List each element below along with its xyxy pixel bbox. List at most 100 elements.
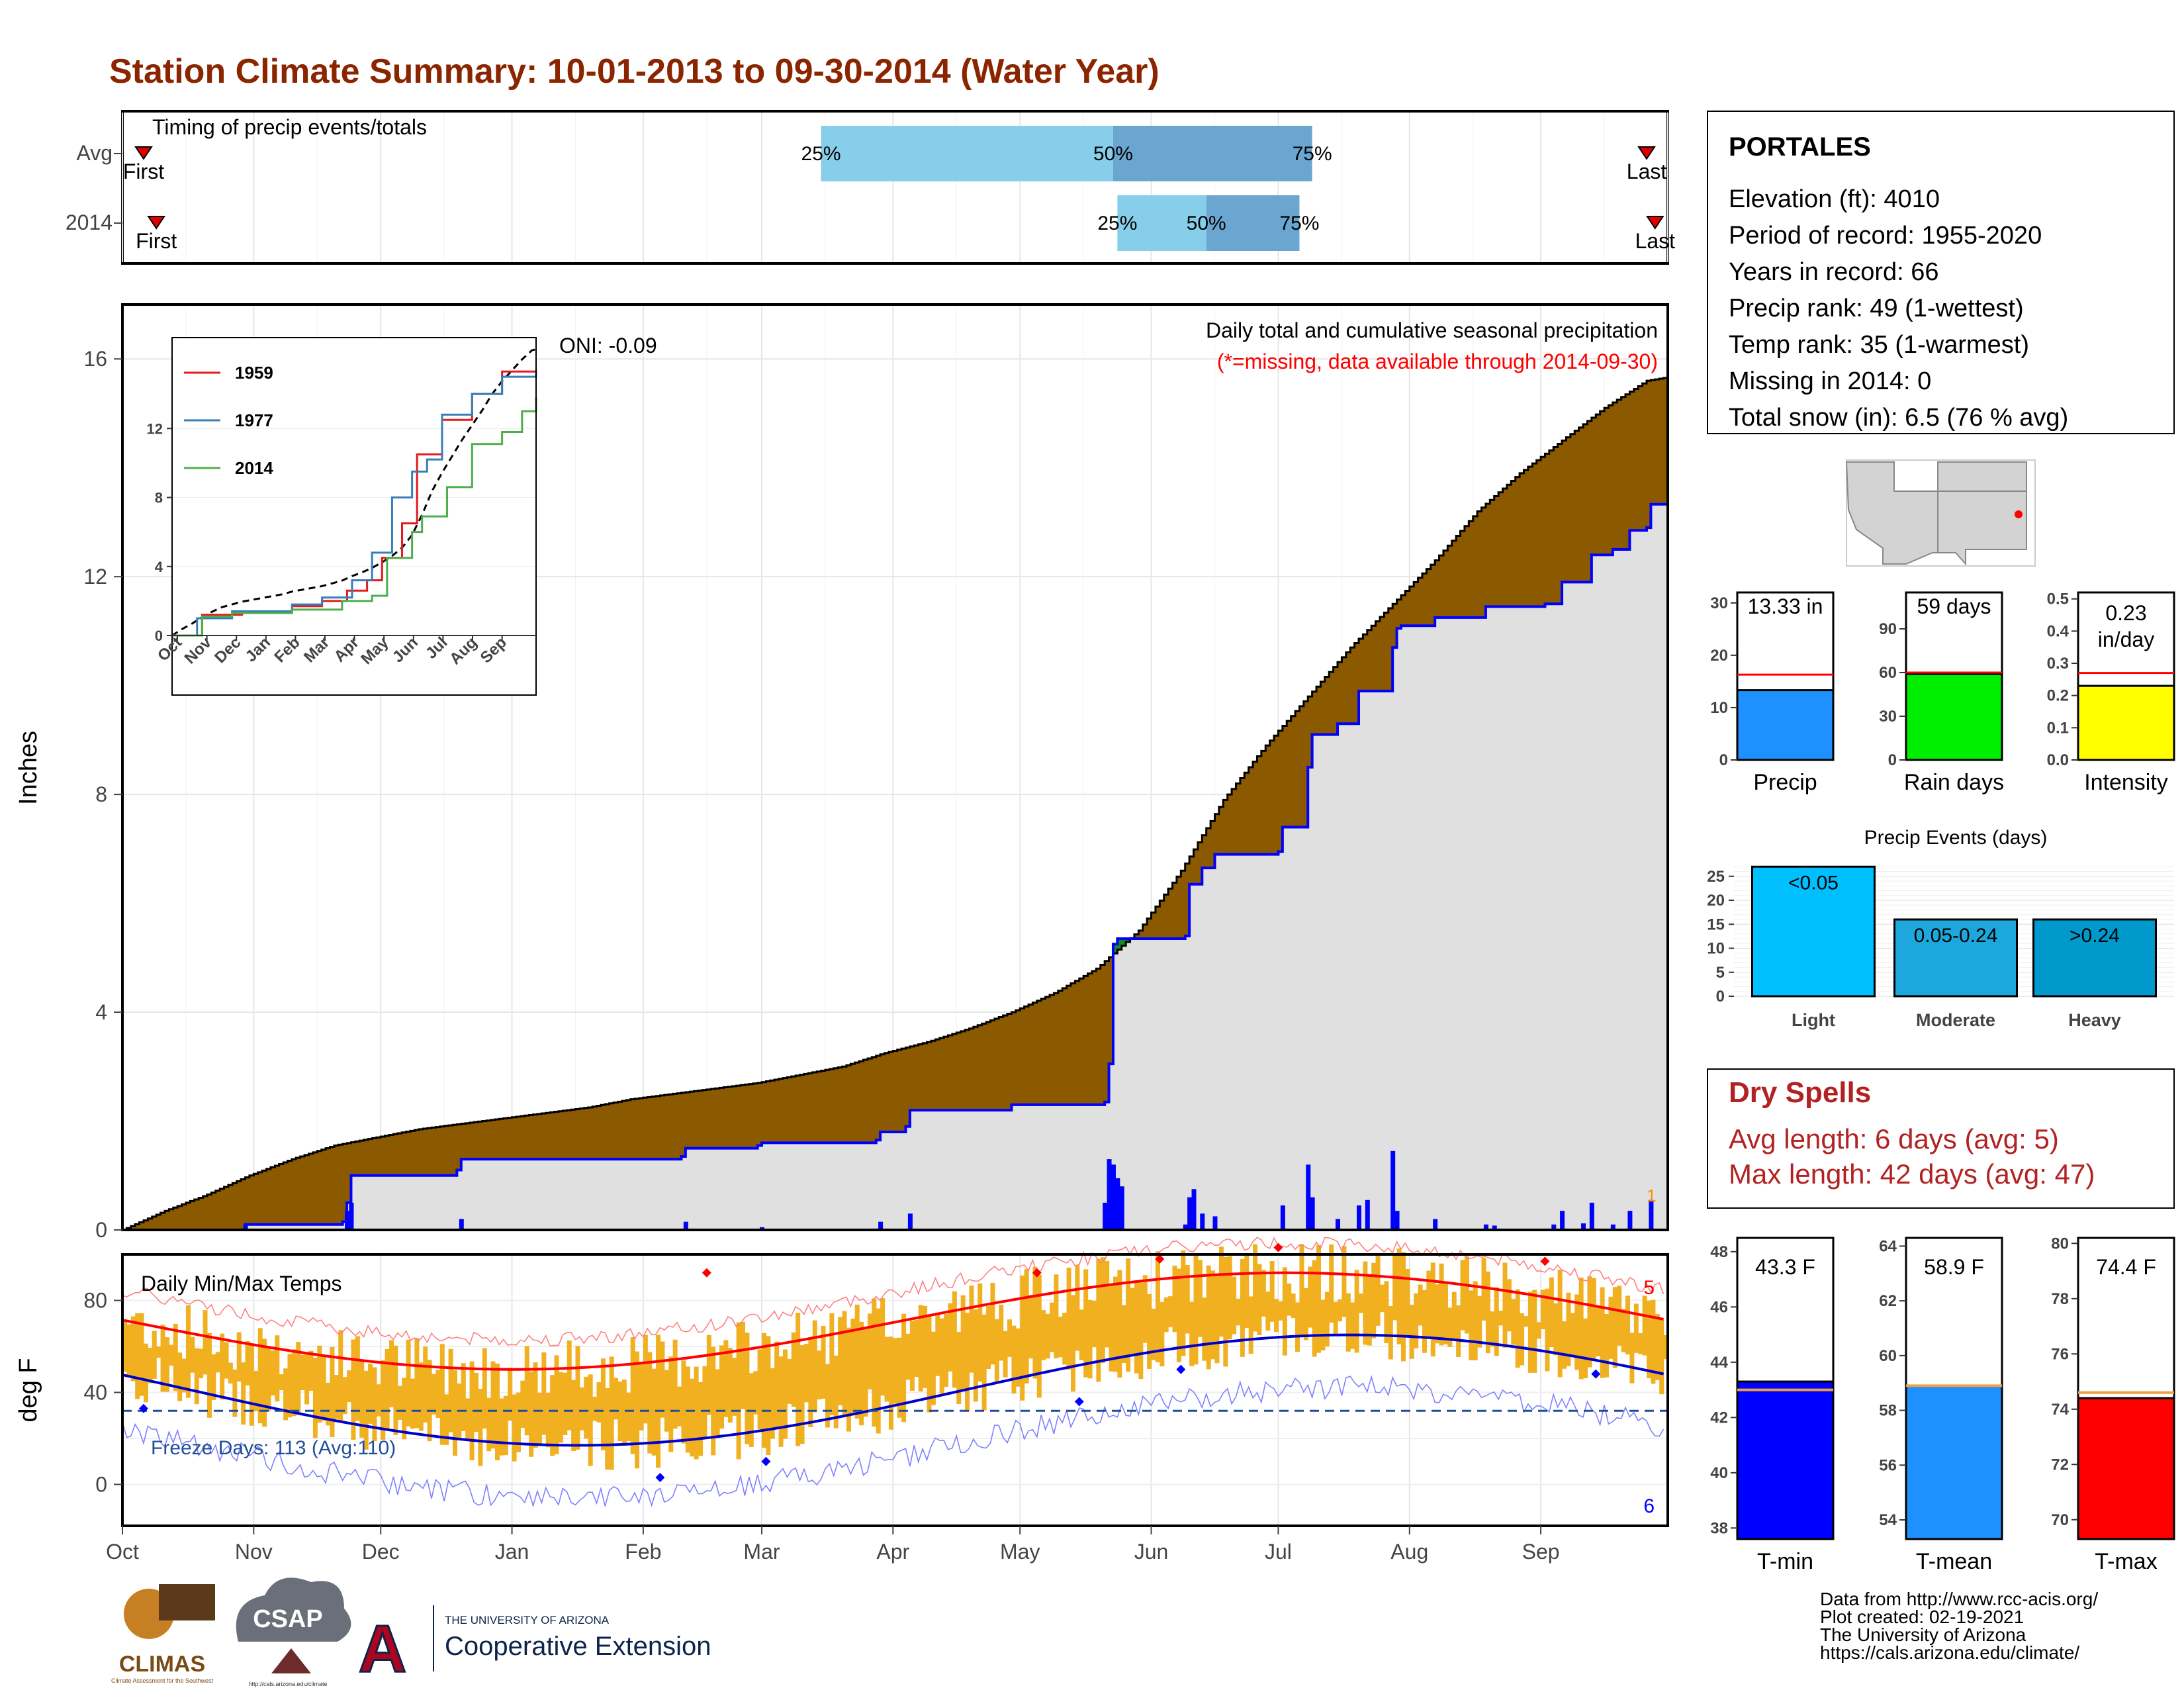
daily-temp-bar — [1324, 1291, 1330, 1347]
temp-bar-label: T-mean — [1916, 1549, 1992, 1574]
daily-temp-bar — [859, 1321, 864, 1426]
daily-temp-bar — [1447, 1307, 1453, 1347]
daily-temp-bar — [719, 1345, 725, 1429]
mini-bar — [1905, 673, 2003, 761]
timing-rows: Avg 25% 50% 75% First Last 2014 25% 50% 75% First L… — [66, 126, 1675, 253]
daily-temp-bar — [1189, 1301, 1195, 1366]
mini-bar-y-tick-label: 60 — [1879, 664, 1897, 682]
daily-temp-bar — [1342, 1246, 1347, 1317]
daily-temp-bar — [126, 1324, 132, 1376]
daily-temp-bar — [359, 1361, 365, 1438]
temp-bar-label: T-min — [1757, 1549, 1813, 1574]
daily-temp-bar — [672, 1339, 678, 1429]
daily-precip-bar — [1581, 1223, 1586, 1230]
record-max-marker — [1032, 1268, 1042, 1278]
temp-bar-y-tick-label: 64 — [1879, 1237, 1897, 1255]
daily-temp-bar — [715, 1369, 720, 1438]
mini-bar-y-tick-label: 0.3 — [2047, 655, 2069, 673]
daily-temp-bar — [1587, 1276, 1592, 1368]
precip-y-tick-label: 16 — [83, 347, 107, 371]
daily-temp-bar — [1096, 1258, 1101, 1382]
daily-precip-bar — [345, 1211, 350, 1230]
daily-temp-bar — [397, 1385, 402, 1420]
daily-temp-bar — [863, 1329, 868, 1417]
daily-temp-bar — [854, 1304, 860, 1419]
daily-temp-bar — [452, 1370, 457, 1456]
daily-temp-bar — [812, 1320, 817, 1413]
timing-first-marker — [134, 146, 153, 160]
daily-temp-bar — [406, 1339, 411, 1427]
daily-temp-bar — [236, 1332, 242, 1382]
temp-bar-y-tick-label: 58 — [1879, 1402, 1897, 1420]
daily-temp-bar — [1147, 1293, 1152, 1369]
daily-temp-bar — [787, 1358, 792, 1404]
daily-temp-bar — [1032, 1266, 1038, 1379]
daily-temp-bar — [1435, 1284, 1440, 1344]
daily-precip-bar — [1200, 1213, 1205, 1230]
temps-label: Daily Min/Max Temps — [141, 1272, 341, 1295]
daily-temp-bar — [164, 1337, 169, 1392]
daily-temp-bar — [206, 1333, 212, 1418]
precip-y-label: Inches — [15, 731, 42, 805]
daily-temp-bar — [148, 1347, 153, 1383]
daily-temp-bar — [905, 1333, 911, 1380]
daily-temp-bar — [1257, 1264, 1262, 1335]
daily-precip-bar — [1394, 1211, 1400, 1230]
daily-temp-bar — [838, 1317, 843, 1405]
daily-temp-bar — [1003, 1331, 1008, 1378]
daily-temp-bar — [448, 1348, 453, 1432]
daily-temp-bar — [994, 1319, 999, 1383]
temp-bar-y-tick-label: 38 — [1710, 1519, 1728, 1537]
summary-bar-charts: 0 10 20 30 13.33 in Precip 0 30 60 90 59 days Rain … — [1710, 590, 2175, 795]
daily-temp-bar — [465, 1398, 471, 1440]
events-y-tick-label: 0 — [1716, 988, 1725, 1006]
daily-temp-bar — [190, 1336, 195, 1373]
daily-precip-bar — [1433, 1219, 1438, 1230]
daily-precip-bar — [907, 1213, 913, 1230]
dry-spells-frame — [1707, 1068, 2175, 1209]
daily-temp-bar — [1545, 1288, 1550, 1372]
daily-temp-bar — [558, 1372, 563, 1443]
daily-temp-bar — [432, 1374, 436, 1415]
daily-precip-bar — [1280, 1205, 1285, 1230]
temp-bar-y-tick-label: 40 — [1710, 1464, 1728, 1482]
daily-temp-bar — [1218, 1246, 1224, 1337]
cumulative-2014-area — [122, 504, 1668, 1231]
mini-bar-y-tick-label: 0.4 — [2047, 622, 2070, 640]
daily-temp-bar — [939, 1318, 944, 1394]
daily-temp-bar — [321, 1355, 326, 1421]
daily-temp-bar — [584, 1376, 589, 1439]
temps-panel: 0 40 80 Daily Min/Max Temps Freeze Days: 1… — [15, 1237, 1669, 1527]
daily-temp-bar — [1193, 1253, 1199, 1365]
daily-temp-bar — [727, 1348, 733, 1423]
daily-temp-bar — [257, 1328, 263, 1424]
record-markers — [138, 1243, 1601, 1483]
x-axis-tick-label: Feb — [625, 1540, 661, 1564]
daily-temp-bar — [981, 1314, 987, 1411]
temps-y-tick-label: 0 — [95, 1472, 107, 1496]
daily-temp-bar — [774, 1341, 780, 1428]
timing-q25-label: 25% — [801, 143, 841, 165]
temp-bar-y-tick-label: 76 — [2051, 1345, 2069, 1363]
daily-temp-bar — [918, 1305, 923, 1392]
temp-bar-y-tick-label: 46 — [1710, 1298, 1728, 1316]
daily-temp-bar — [605, 1387, 610, 1470]
timing-q75-label: 75% — [1293, 143, 1332, 165]
daily-temp-bar — [1291, 1293, 1296, 1319]
daily-temp-bar — [1062, 1313, 1068, 1365]
precip-event-category: Moderate — [1916, 1010, 1995, 1030]
daily-temp-bar — [1329, 1244, 1334, 1323]
daily-temp-bar — [1527, 1291, 1533, 1373]
daily-temp-bar — [626, 1392, 631, 1441]
daily-temp-bar — [533, 1362, 538, 1448]
daily-precip-bar — [1589, 1202, 1594, 1230]
daily-temp-bar — [563, 1372, 568, 1435]
daily-temp-bar — [1138, 1282, 1144, 1380]
daily-temp-bar — [600, 1358, 606, 1450]
daily-temp-bar — [969, 1285, 974, 1373]
daily-temp-bar — [651, 1368, 657, 1456]
daily-temp-bar — [1020, 1275, 1025, 1401]
daily-precip-bar — [1560, 1211, 1565, 1230]
daily-temp-bar — [296, 1342, 301, 1413]
daily-temp-bar — [888, 1336, 893, 1430]
